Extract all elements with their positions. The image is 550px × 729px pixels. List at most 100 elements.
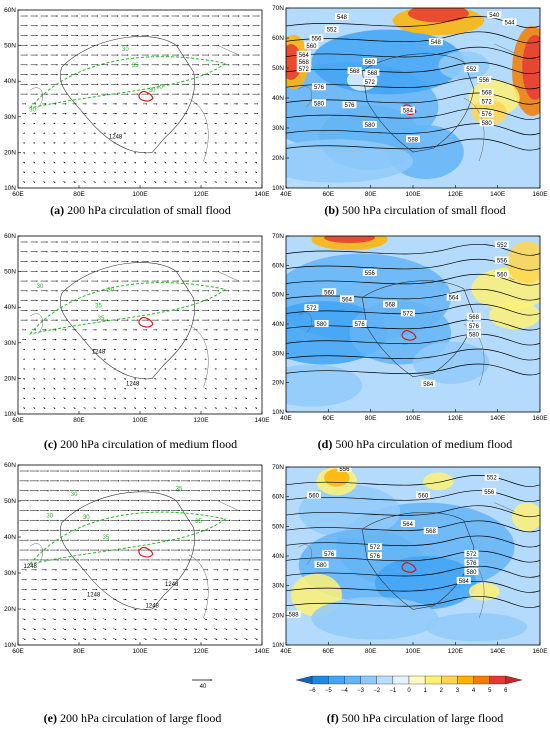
wind-vector <box>254 618 258 621</box>
wind-vector <box>153 618 157 621</box>
contour-label: 30 <box>29 108 36 114</box>
wind-vector <box>42 628 46 630</box>
wind-vector <box>123 151 127 154</box>
wind-vector <box>154 161 157 164</box>
wind-vector <box>224 181 227 183</box>
contour-label: 1248 <box>126 382 140 388</box>
contour-label: 30 <box>83 515 90 521</box>
wind-vector <box>113 181 116 183</box>
wind-vector <box>224 387 227 390</box>
wind-vector <box>32 628 36 630</box>
lon-label: 80E <box>73 417 85 424</box>
lon-label: 100E <box>405 191 421 198</box>
wind-vector <box>22 608 26 611</box>
wind-vector <box>53 407 56 409</box>
coastline <box>361 53 475 153</box>
wind-vector <box>42 638 46 640</box>
wind-vector <box>113 171 116 174</box>
lon-label: 160E <box>532 191 548 198</box>
contour-label: 588 <box>289 613 300 619</box>
wind-vector <box>43 387 46 390</box>
lat-label: 30N <box>4 114 16 121</box>
wind-vector <box>52 638 56 640</box>
contour-label-bg <box>487 11 502 19</box>
wind-vector <box>194 181 197 183</box>
panel-f: 556 552 556 560 560 564 568 572 576 576 580 572 576 5… <box>272 464 548 655</box>
lon-label: 60E <box>12 648 24 655</box>
colorbar-swatch <box>489 675 507 685</box>
height-contour <box>286 333 540 346</box>
contour-label: 572 <box>482 100 493 106</box>
coastline <box>361 280 475 378</box>
contour-label: 576 <box>469 324 480 330</box>
contour-label: 544 <box>505 20 516 26</box>
height-contour <box>286 107 540 120</box>
wind-vector <box>22 628 26 630</box>
height-contour <box>286 258 540 271</box>
wind-vector <box>133 387 137 390</box>
contour-label: 548 <box>431 40 442 46</box>
wind-vector <box>93 618 97 621</box>
lat-label: 20N <box>272 155 284 162</box>
contour-label: 552 <box>497 243 508 249</box>
wind-vector <box>143 628 147 630</box>
panel-content: 552 556 560 556 560 564 572 580 576 568 572 564 568 5… <box>286 236 540 412</box>
wind-vector <box>83 397 86 400</box>
contour-label: 556 <box>484 490 495 496</box>
lat-label: 40N <box>4 304 16 311</box>
wind-vector <box>93 151 96 154</box>
wind-vector <box>72 638 77 640</box>
basin-outline <box>138 316 154 328</box>
contour-label: 556 <box>479 78 490 84</box>
contour-label-bg <box>334 13 349 20</box>
contour-label-bg <box>296 65 311 73</box>
wind-vector <box>174 407 177 409</box>
wind-vector <box>133 151 137 154</box>
jet-contour <box>28 282 227 335</box>
contour-label: 560 <box>309 493 320 499</box>
colorbar-tick: −1 <box>389 688 397 694</box>
contour-label-bg <box>502 18 517 26</box>
colorbar-tick: −6 <box>309 688 317 694</box>
contour-label: 580 <box>317 322 328 328</box>
wind-vector <box>184 171 187 174</box>
lon-label: 120E <box>448 648 464 655</box>
wind-vector <box>214 161 217 164</box>
wind-vector <box>123 638 127 640</box>
wind-vector <box>244 151 248 154</box>
wind-vector <box>43 397 46 400</box>
contour-label: 572 <box>466 552 477 558</box>
wind-vector <box>174 161 177 164</box>
lat-label: 40N <box>4 78 16 85</box>
wind-vector <box>193 618 198 621</box>
contour-label-bg <box>479 110 494 118</box>
wind-vector <box>32 387 36 390</box>
wind-vector <box>173 628 178 630</box>
contour-label: 560 <box>306 44 317 50</box>
contour-label-bg <box>367 552 382 559</box>
wind-vector <box>32 407 36 409</box>
basin-outline <box>401 562 417 573</box>
contour-label-bg <box>362 58 377 65</box>
contour-label: 576 <box>370 554 381 560</box>
wind-vector <box>103 151 106 154</box>
wind-vector <box>173 618 178 621</box>
colorbar-tick: 2 <box>440 688 444 694</box>
wind-vector <box>93 407 96 409</box>
height-contour <box>286 505 540 518</box>
reference-vector: 40 <box>192 678 213 690</box>
wind-vector <box>133 161 137 164</box>
lon-label: 80E <box>73 191 85 198</box>
contour-label: 580 <box>314 101 325 107</box>
contour-label: 576 <box>482 112 493 118</box>
anomaly-shading <box>522 35 540 100</box>
coastline-detail <box>30 271 238 388</box>
contour-label-bg <box>339 295 354 303</box>
lon-label: 80E <box>73 648 85 655</box>
wind-vector <box>63 407 66 409</box>
wind-vector <box>154 377 157 380</box>
reference-vector-label: 40 <box>200 684 207 690</box>
anomaly-shading <box>324 236 375 244</box>
